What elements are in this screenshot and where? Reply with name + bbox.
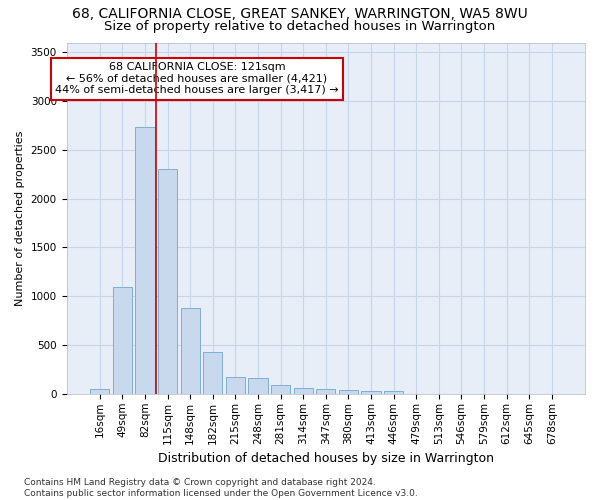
Bar	[90, 389, 109, 394]
Bar	[361, 391, 380, 394]
Bar	[136, 128, 155, 394]
Bar	[271, 385, 290, 394]
Y-axis label: Number of detached properties: Number of detached properties	[15, 130, 25, 306]
Bar	[113, 286, 132, 394]
Bar	[181, 308, 200, 394]
Bar	[203, 352, 223, 394]
Bar	[293, 388, 313, 394]
Bar	[248, 378, 268, 394]
X-axis label: Distribution of detached houses by size in Warrington: Distribution of detached houses by size …	[158, 452, 494, 465]
Bar	[226, 377, 245, 394]
Text: Size of property relative to detached houses in Warrington: Size of property relative to detached ho…	[104, 20, 496, 33]
Bar	[316, 389, 335, 394]
Text: Contains HM Land Registry data © Crown copyright and database right 2024.
Contai: Contains HM Land Registry data © Crown c…	[24, 478, 418, 498]
Text: 68, CALIFORNIA CLOSE, GREAT SANKEY, WARRINGTON, WA5 8WU: 68, CALIFORNIA CLOSE, GREAT SANKEY, WARR…	[72, 8, 528, 22]
Bar	[158, 170, 177, 394]
Bar	[384, 392, 403, 394]
Bar	[339, 390, 358, 394]
Text: 68 CALIFORNIA CLOSE: 121sqm
← 56% of detached houses are smaller (4,421)
44% of : 68 CALIFORNIA CLOSE: 121sqm ← 56% of det…	[55, 62, 339, 95]
